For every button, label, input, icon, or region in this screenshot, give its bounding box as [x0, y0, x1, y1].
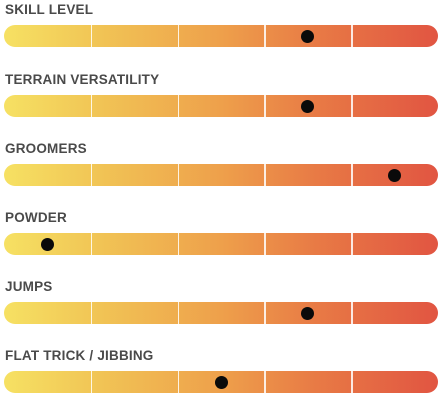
segment-divider [264, 95, 266, 117]
segment-divider [264, 25, 266, 47]
segment-divider [351, 164, 353, 186]
segment-divider [351, 25, 353, 47]
segment-divider [177, 302, 180, 324]
rating-scale-bar [4, 302, 438, 324]
rating-marker [40, 238, 54, 251]
rating-scale-bar [4, 164, 438, 186]
segment-divider [351, 233, 353, 255]
segment-divider [264, 302, 266, 324]
segment-divider [351, 371, 353, 393]
rating-row-powder: POWDER [0, 210, 444, 270]
rating-marker [214, 376, 228, 389]
rating-row-groomers: GROOMERS [0, 141, 444, 201]
rating-label: GROOMERS [5, 141, 87, 156]
rating-marker [301, 30, 315, 43]
segment-divider [177, 164, 180, 186]
segment-divider [177, 95, 180, 117]
rating-row-terrain-versatility: TERRAIN VERSATILITY [0, 72, 444, 132]
segment-divider [90, 371, 93, 393]
rating-scale-bar [4, 25, 438, 47]
rating-label: TERRAIN VERSATILITY [5, 72, 160, 87]
segment-divider [90, 302, 93, 324]
rating-row-flat-trick-jibbing: FLAT TRICK / JIBBING [0, 348, 444, 408]
segment-divider [351, 302, 353, 324]
segment-divider [90, 164, 93, 186]
segment-divider [351, 95, 353, 117]
segment-divider [177, 371, 180, 393]
segment-divider [177, 25, 180, 47]
rating-marker [301, 307, 315, 320]
rating-scale-bar [4, 233, 438, 255]
rating-label: JUMPS [5, 279, 53, 294]
rating-marker [388, 169, 402, 182]
segment-divider [90, 233, 93, 255]
rating-scale-bar [4, 95, 438, 117]
rating-row-skill-level: SKILL LEVEL [0, 2, 444, 62]
segment-divider [264, 233, 266, 255]
segment-divider [264, 371, 266, 393]
segment-divider [177, 233, 180, 255]
rating-marker [301, 100, 315, 113]
segment-divider [90, 25, 93, 47]
rating-label: SKILL LEVEL [5, 2, 94, 17]
segment-divider [264, 164, 266, 186]
segment-divider [90, 95, 93, 117]
rating-row-jumps: JUMPS [0, 279, 444, 339]
rating-label: FLAT TRICK / JIBBING [5, 348, 154, 363]
rating-label: POWDER [5, 210, 67, 225]
